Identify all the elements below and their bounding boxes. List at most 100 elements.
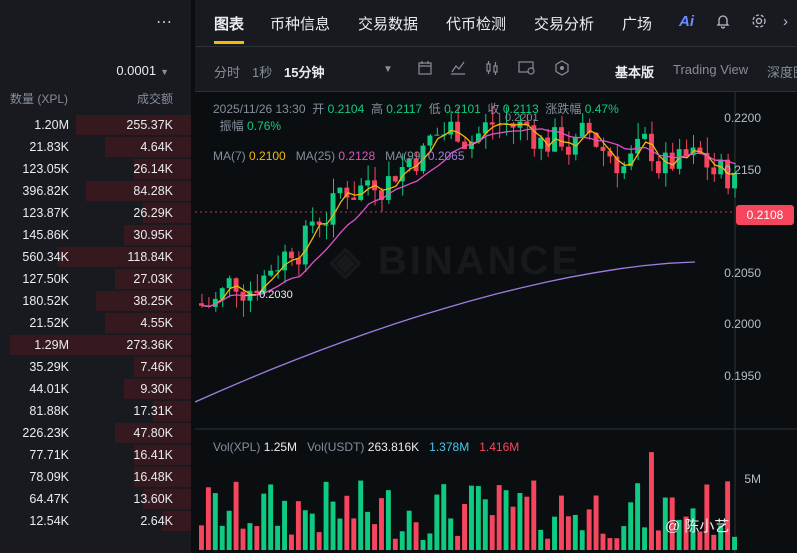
low-marker-label: — 0.2030: [245, 289, 293, 301]
candle-type-icon[interactable]: [484, 60, 500, 79]
y-tick: 0.2200: [724, 111, 761, 125]
row-qty: 1.29M: [34, 338, 69, 352]
row-qty: 123.05K: [22, 162, 69, 176]
tab-coin-info[interactable]: 币种信息: [270, 16, 331, 33]
bell-icon[interactable]: [715, 13, 731, 33]
orderbook-row[interactable]: 127.50K 27.03K: [0, 268, 191, 290]
volume-bar: [427, 533, 433, 550]
orderbook-row[interactable]: 396.82K 84.28K: [0, 180, 191, 202]
change-label: 涨跌幅: [545, 102, 582, 116]
volume-bar: [330, 501, 336, 550]
candle-body: [212, 298, 218, 307]
ma25-line: [202, 128, 736, 307]
volume-bar: [379, 498, 384, 550]
view-depth[interactable]: 深度图: [767, 65, 797, 80]
more-icon[interactable]: ›: [783, 13, 788, 30]
ma7-value: 0.2100: [249, 149, 286, 163]
interval-15m[interactable]: 15分钟: [284, 65, 325, 80]
orderbook-row[interactable]: 21.83K 4.64K: [0, 136, 191, 158]
candle-body: [344, 187, 350, 198]
precision-select[interactable]: 0.0001 ▼: [116, 63, 169, 78]
hexagon-icon[interactable]: [554, 60, 570, 79]
row-total: 16.48K: [133, 470, 173, 484]
interval-1s[interactable]: 1秒: [252, 65, 273, 80]
dropdown-caret-icon[interactable]: ▼: [383, 64, 393, 75]
volume-bar: [372, 524, 377, 550]
view-basic[interactable]: 基本版: [615, 65, 655, 80]
orderbook-row[interactable]: 1.20M 255.37K: [0, 114, 191, 136]
more-dots-icon[interactable]: ⋯: [156, 14, 173, 31]
ma7-line: [202, 123, 736, 307]
top-nav: 图表 币种信息 交易数据 代币检测 交易分析 广场 Ai ›: [195, 0, 797, 47]
orderbook-row[interactable]: 81.88K 17.31K: [0, 400, 191, 422]
candle-body: [621, 166, 627, 174]
orderbook-row[interactable]: 560.34K 118.84K: [0, 246, 191, 268]
depth-bar: [57, 247, 191, 267]
candle-body: [358, 185, 364, 200]
row-qty: 396.82K: [22, 184, 69, 198]
orderbook-row[interactable]: 77.71K 16.41K: [0, 444, 191, 466]
orderbook-row[interactable]: 21.52K 4.55K: [0, 312, 191, 334]
row-qty: 77.71K: [29, 448, 69, 462]
tab-trade-data[interactable]: 交易数据: [358, 16, 419, 33]
orderbook-rows: 1.20M 255.37K 21.83K 4.64K 123.05K 26.14K 396.…: [0, 114, 191, 532]
depth-bar: [85, 181, 191, 201]
orderbook-row[interactable]: 12.54K 2.64K: [0, 510, 191, 532]
orderbook-row[interactable]: 35.29K 7.46K: [0, 356, 191, 378]
row-qty: 35.29K: [29, 360, 69, 374]
precision-value: 0.0001: [116, 63, 157, 78]
qty-column-header: 数量 (XPL): [10, 92, 69, 106]
depth-bar: [133, 357, 191, 377]
view-tradingview[interactable]: Trading View: [673, 62, 749, 77]
row-total: 47.80K: [133, 426, 173, 440]
orderbook-row[interactable]: 44.01K 9.30K: [0, 378, 191, 400]
chart-toolbar: 分时 1秒 15分钟 ▼ 基本版 Trading View 深度图: [195, 47, 797, 92]
amplitude-label: 振幅: [219, 119, 244, 133]
candle-body: [559, 127, 564, 147]
depth-bar: [9, 335, 191, 355]
candle-body: [614, 156, 620, 174]
row-total: 38.25K: [133, 294, 173, 308]
indicator-icon[interactable]: [450, 60, 466, 79]
orderbook-row[interactable]: 123.87K 26.29K: [0, 202, 191, 224]
open-value: 0.2104: [327, 102, 365, 116]
orderbook-row[interactable]: 180.52K 38.25K: [0, 290, 191, 312]
tab-chart[interactable]: 图表: [214, 16, 245, 33]
volume-bar: [503, 490, 509, 550]
volume-bar: [552, 516, 557, 550]
orderbook-row[interactable]: 226.23K 47.80K: [0, 422, 191, 444]
ohlc-info: 2025/11/26 13:30 开 0.2104 高 0.2117 低 0.2…: [213, 101, 619, 135]
tab-trade-analysis[interactable]: 交易分析: [534, 16, 595, 33]
orderbook-row[interactable]: 1.29M 273.36K: [0, 334, 191, 356]
open-label: 开: [312, 102, 325, 116]
orderbook-row[interactable]: 64.47K 13.60K: [0, 488, 191, 510]
ma25-label: MA(25): [295, 149, 336, 163]
row-total: 30.95K: [133, 228, 173, 242]
tab-token-check[interactable]: 代币检测: [446, 16, 507, 33]
volume-bar: [199, 525, 204, 550]
volume-bar: [628, 502, 634, 550]
volume-legend: Vol(XPL) 1.25M Vol(USDT) 263.816K 1.378M…: [213, 440, 519, 454]
volume-bar: [565, 516, 571, 550]
calendar-icon[interactable]: [417, 60, 433, 79]
orderbook-row[interactable]: 145.86K 30.95K: [0, 224, 191, 246]
volume-bar: [579, 530, 585, 550]
orderbook-row[interactable]: 78.09K 16.48K: [0, 466, 191, 488]
row-qty: 12.54K: [29, 514, 69, 528]
candle-body: [683, 149, 689, 156]
kline-chart[interactable]: [195, 92, 797, 553]
volume-bar: [344, 495, 350, 550]
ai-icon[interactable]: Ai: [679, 13, 694, 30]
volume-bar: [600, 533, 606, 550]
depth-bar: [114, 269, 191, 289]
orderbook-row[interactable]: 123.05K 26.14K: [0, 158, 191, 180]
tab-square[interactable]: 广场: [622, 16, 653, 33]
candle-body: [219, 288, 225, 299]
settings-icon[interactable]: [751, 13, 767, 33]
interval-timeline[interactable]: 分时: [214, 65, 241, 80]
screenshot-icon[interactable]: [518, 60, 536, 79]
volume-bar: [351, 518, 357, 550]
volume-bar: [226, 510, 232, 550]
volume-bar: [621, 526, 627, 550]
y-tick: 0.2050: [724, 266, 761, 280]
